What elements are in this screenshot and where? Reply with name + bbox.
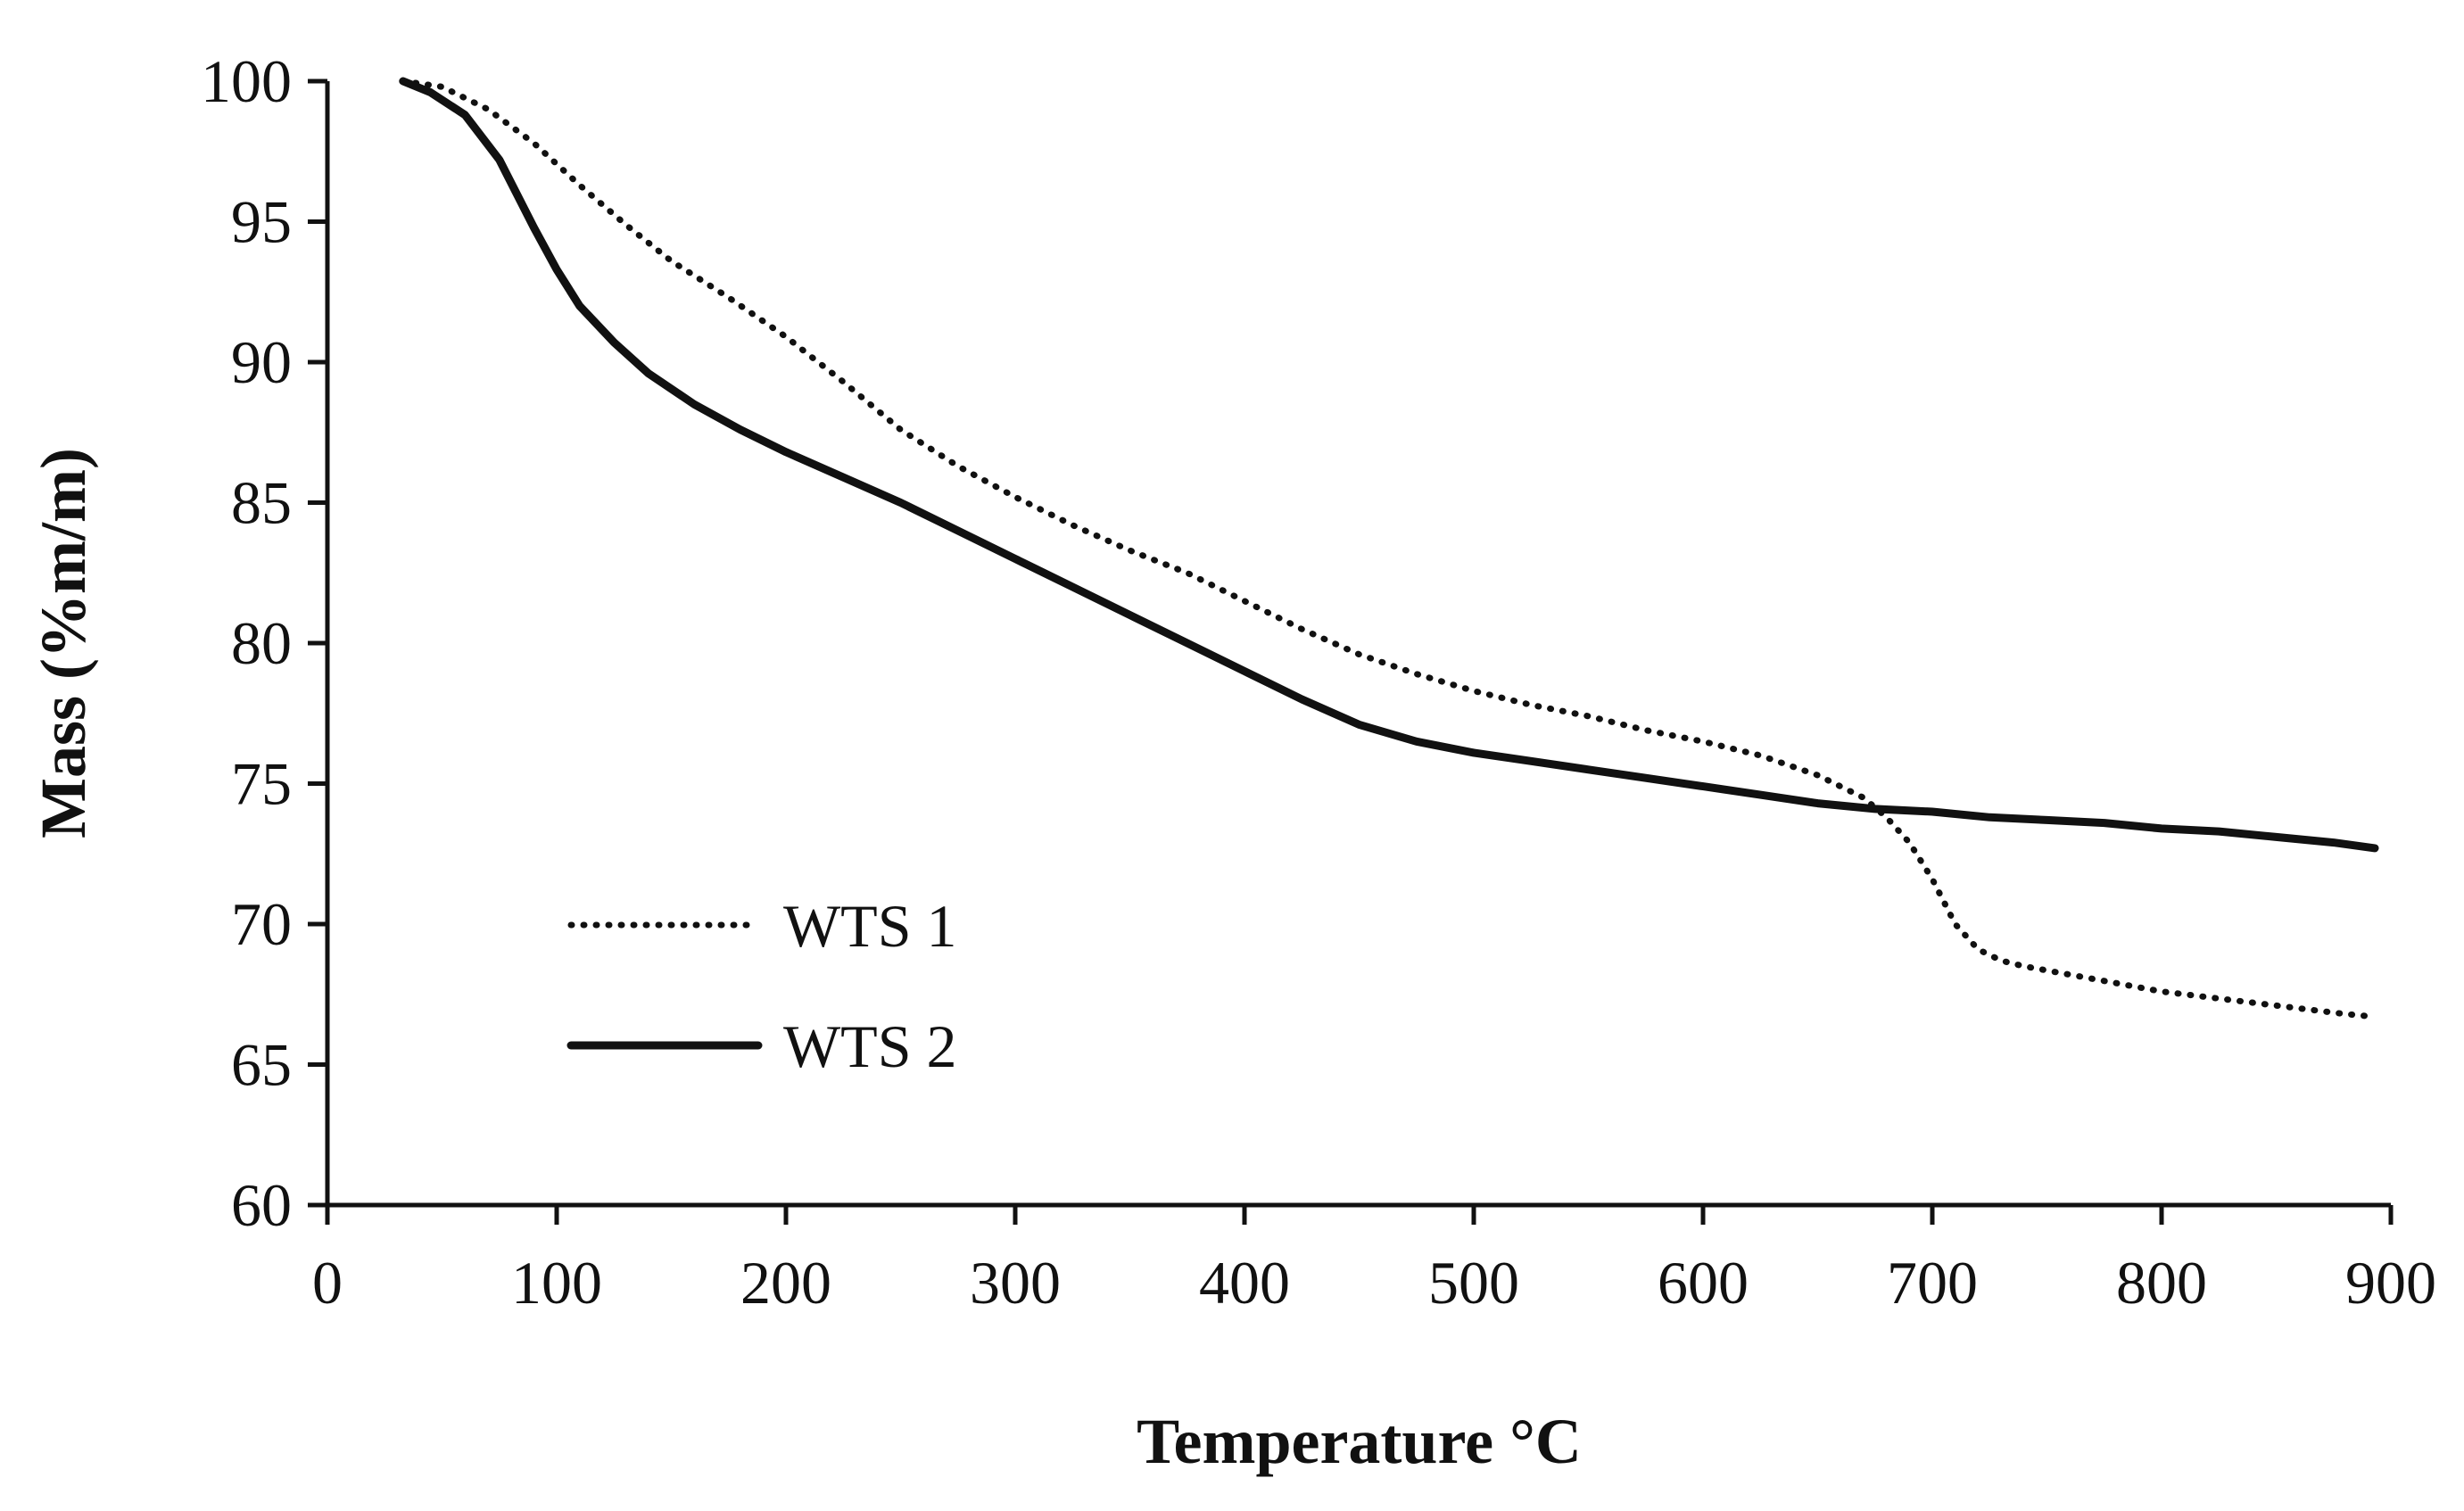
x-tick-label: 800: [2116, 1249, 2207, 1317]
y-tick-label: 85: [231, 469, 292, 537]
x-tick-label: 900: [2345, 1249, 2436, 1317]
y-axis-title: Mass (%m/m): [28, 448, 99, 838]
y-tick-label: 95: [231, 188, 292, 256]
y-axis-ticks: 60 65 70 75 80 85 90 95 100: [201, 47, 327, 1239]
legend-label-wts-1: WTS 1: [783, 892, 957, 960]
y-tick-label: 65: [231, 1031, 292, 1099]
x-tick-label: 100: [511, 1249, 602, 1317]
x-tick-label: 600: [1658, 1249, 1749, 1317]
series-line-wts-1: [400, 78, 2378, 1020]
x-tick-label: 400: [1199, 1249, 1290, 1317]
x-tick-label: 0: [312, 1249, 343, 1317]
y-tick-label: 60: [231, 1171, 292, 1239]
y-tick-label: 70: [231, 890, 292, 958]
x-tick-label: 700: [1887, 1249, 1978, 1317]
x-axis-ticks: 0 100 200 300 400 500 600 700 800 900: [312, 1205, 2436, 1317]
series-line-wts-2: [399, 77, 2379, 853]
legend: WTS 1 WTS 2: [566, 892, 957, 1080]
legend-label-wts-2: WTS 2: [783, 1012, 957, 1080]
x-axis-title: Temperature °C: [1137, 1406, 1582, 1477]
x-tick-label: 200: [740, 1249, 831, 1317]
y-tick-label: 100: [201, 47, 292, 115]
x-tick-label: 500: [1428, 1249, 1519, 1317]
y-tick-label: 75: [231, 750, 292, 818]
series-layer: [399, 77, 2379, 1020]
y-tick-label: 80: [231, 609, 292, 677]
x-tick-label: 300: [970, 1249, 1061, 1317]
y-tick-label: 90: [231, 328, 292, 396]
